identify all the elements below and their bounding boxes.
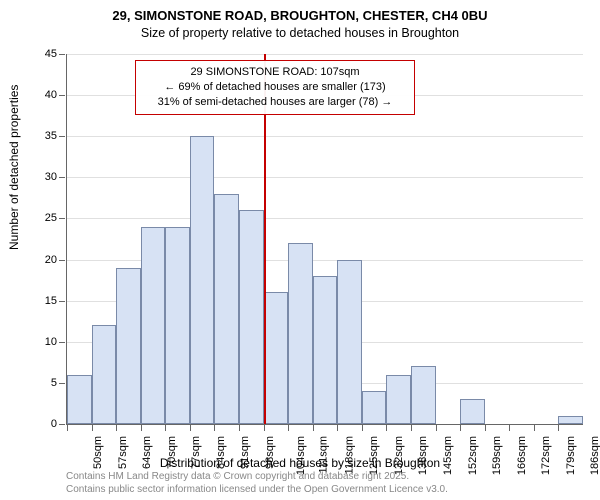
callout-line2: ← 69% of detached houses are smaller (17… <box>164 81 385 93</box>
ytick-label: 5 <box>51 377 57 389</box>
histogram-bar <box>337 260 362 424</box>
xtick <box>165 425 166 431</box>
ytick <box>59 136 65 137</box>
histogram-bar <box>92 325 117 424</box>
xtick <box>214 425 215 431</box>
histogram-bar <box>165 227 190 424</box>
xtick <box>362 425 363 431</box>
histogram-bar <box>411 366 436 424</box>
xtick <box>558 425 559 431</box>
histogram-bar <box>67 375 92 424</box>
ytick <box>59 177 65 178</box>
xtick <box>313 425 314 431</box>
gridline <box>67 218 583 219</box>
gridline <box>67 136 583 137</box>
ytick-label: 40 <box>45 89 57 101</box>
ytick <box>59 54 65 55</box>
xtick <box>190 425 191 431</box>
ytick <box>59 383 65 384</box>
ytick-label: 15 <box>45 295 57 307</box>
ytick <box>59 342 65 343</box>
xtick <box>485 425 486 431</box>
chart-title: 29, SIMONSTONE ROAD, BROUGHTON, CHESTER,… <box>0 8 600 42</box>
ytick <box>59 218 65 219</box>
footer-line1: Contains HM Land Registry data © Crown c… <box>66 471 409 482</box>
histogram-bar <box>264 292 289 424</box>
xtick <box>386 425 387 431</box>
xtick <box>337 425 338 431</box>
histogram-bar <box>386 375 411 424</box>
title-line1: 29, SIMONSTONE ROAD, BROUGHTON, CHESTER,… <box>112 8 487 23</box>
y-axis-label: Number of detached properties <box>7 85 21 250</box>
x-axis-label: Distribution of detached houses by size … <box>0 456 600 470</box>
histogram-bar <box>214 194 239 424</box>
xtick <box>141 425 142 431</box>
footer-line2: Contains public sector information licen… <box>66 484 448 495</box>
title-line2: Size of property relative to detached ho… <box>141 26 459 40</box>
xtick <box>67 425 68 431</box>
plot-area: 05101520253035404550sqm57sqm64sqm70sqm77… <box>66 54 583 425</box>
ytick <box>59 301 65 302</box>
histogram-bar <box>116 268 141 424</box>
ytick-label: 20 <box>45 254 57 266</box>
xtick <box>264 425 265 431</box>
xtick <box>239 425 240 431</box>
ytick-label: 0 <box>51 418 57 430</box>
histogram-bar <box>558 416 583 424</box>
xtick <box>436 425 437 431</box>
callout-box: 29 SIMONSTONE ROAD: 107sqm ← 69% of detac… <box>135 60 415 115</box>
ytick <box>59 424 65 425</box>
callout-line1: 29 SIMONSTONE ROAD: 107sqm <box>190 66 359 78</box>
histogram-bar <box>362 391 387 424</box>
xtick <box>509 425 510 431</box>
ytick-label: 45 <box>45 48 57 60</box>
histogram-bar <box>141 227 166 424</box>
xtick <box>460 425 461 431</box>
gridline <box>67 177 583 178</box>
ytick-label: 25 <box>45 212 57 224</box>
footer-credit: Contains HM Land Registry data © Crown c… <box>66 470 448 496</box>
xtick <box>116 425 117 431</box>
histogram-bar <box>313 276 338 424</box>
xtick <box>534 425 535 431</box>
chart-container: 29, SIMONSTONE ROAD, BROUGHTON, CHESTER,… <box>0 0 600 500</box>
histogram-bar <box>239 210 264 424</box>
callout-line3: 31% of semi-detached houses are larger (… <box>158 96 393 108</box>
ytick <box>59 95 65 96</box>
xtick <box>92 425 93 431</box>
histogram-bar <box>460 399 485 424</box>
ytick-label: 30 <box>45 171 57 183</box>
ytick <box>59 260 65 261</box>
gridline <box>67 54 583 55</box>
xtick <box>411 425 412 431</box>
xtick <box>288 425 289 431</box>
histogram-bar <box>288 243 313 424</box>
histogram-bar <box>190 136 215 424</box>
ytick-label: 10 <box>45 336 57 348</box>
ytick-label: 35 <box>45 130 57 142</box>
